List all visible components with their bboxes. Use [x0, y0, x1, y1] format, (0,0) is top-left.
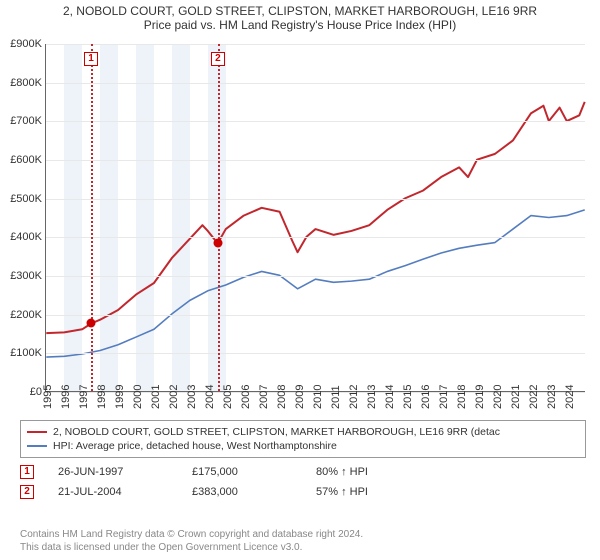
x-axis-label: 2012 — [348, 385, 360, 409]
sale-point-id: 2 — [20, 485, 34, 499]
gridline-h — [46, 276, 585, 277]
x-axis-label: 2015 — [402, 385, 414, 409]
x-axis-label: 2016 — [420, 385, 432, 409]
y-axis-label: £700K — [10, 115, 42, 127]
marker-line — [91, 44, 93, 391]
footnote-line: Contains HM Land Registry data © Crown c… — [20, 528, 586, 541]
x-axis-label: 2020 — [492, 385, 504, 409]
y-axis-label: £0 — [30, 386, 42, 398]
gridline-h — [46, 237, 585, 238]
marker-box: 1 — [84, 52, 98, 66]
x-axis-label: 2017 — [438, 385, 450, 409]
x-axis-label: 2011 — [330, 385, 342, 409]
legend-label: HPI: Average price, detached house, West… — [53, 440, 337, 452]
x-axis-label: 2005 — [222, 385, 234, 409]
x-axis-label: 2002 — [168, 385, 180, 409]
chart-container: 2, NOBOLD COURT, GOLD STREET, CLIPSTON, … — [0, 0, 600, 560]
gridline-h — [46, 199, 585, 200]
chart-title: 2, NOBOLD COURT, GOLD STREET, CLIPSTON, … — [0, 0, 600, 18]
x-axis-label: 2024 — [564, 385, 576, 409]
series-hpi — [46, 210, 584, 357]
x-axis-label: 2010 — [312, 385, 324, 409]
y-axis-label: £500K — [10, 193, 42, 205]
footnote-line: This data is licensed under the Open Gov… — [20, 541, 586, 554]
sale-point-vs-hpi: 80% ↑ HPI — [316, 466, 368, 478]
gridline-h — [46, 121, 585, 122]
marker-line — [218, 44, 220, 391]
x-axis-label: 1995 — [42, 385, 54, 409]
sale-points-table: 1 26-JUN-1997 £175,000 80% ↑ HPI 2 21-JUL-200… — [20, 462, 586, 502]
sale-point-date: 21-JUL-2004 — [58, 486, 168, 498]
x-axis-label: 2004 — [204, 385, 216, 409]
legend-row: 2, NOBOLD COURT, GOLD STREET, CLIPSTON, … — [27, 425, 579, 439]
x-axis-label: 2000 — [132, 385, 144, 409]
footnote: Contains HM Land Registry data © Crown c… — [20, 528, 586, 554]
x-axis-label: 1996 — [60, 385, 72, 409]
gridline-h — [46, 315, 585, 316]
gridline-h — [46, 353, 585, 354]
sale-point-vs-hpi: 57% ↑ HPI — [316, 486, 368, 498]
y-axis-label: £300K — [10, 270, 42, 282]
marker-dot — [213, 238, 222, 247]
sale-point-row: 2 21-JUL-2004 £383,000 57% ↑ HPI — [20, 482, 586, 502]
y-axis-label: £900K — [10, 38, 42, 50]
x-axis-label: 1998 — [96, 385, 108, 409]
x-axis-label: 2014 — [384, 385, 396, 409]
y-axis-label: £200K — [10, 309, 42, 321]
x-axis-label: 2019 — [474, 385, 486, 409]
x-axis-label: 2021 — [510, 385, 522, 409]
y-axis-label: £400K — [10, 231, 42, 243]
chart-subtitle: Price paid vs. HM Land Registry's House … — [0, 18, 600, 36]
x-axis-label: 2001 — [150, 385, 162, 409]
x-axis-label: 2007 — [258, 385, 270, 409]
legend-swatch — [27, 445, 47, 447]
gridline-h — [46, 83, 585, 84]
series-price_paid — [46, 102, 584, 333]
marker-box: 2 — [211, 52, 225, 66]
legend-swatch — [27, 431, 47, 433]
legend-label: 2, NOBOLD COURT, GOLD STREET, CLIPSTON, … — [53, 426, 500, 438]
x-axis-label: 2023 — [546, 385, 558, 409]
sale-point-date: 26-JUN-1997 — [58, 466, 168, 478]
legend-row: HPI: Average price, detached house, West… — [27, 439, 579, 453]
x-axis-label: 1997 — [78, 385, 90, 409]
x-axis-label: 2009 — [294, 385, 306, 409]
x-axis-label: 2006 — [240, 385, 252, 409]
sale-point-row: 1 26-JUN-1997 £175,000 80% ↑ HPI — [20, 462, 586, 482]
x-axis-label: 2008 — [276, 385, 288, 409]
y-axis-label: £100K — [10, 347, 42, 359]
x-axis-label: 2022 — [528, 385, 540, 409]
y-axis-label: £600K — [10, 154, 42, 166]
chart-plot-area: £0£100K£200K£300K£400K£500K£600K£700K£80… — [45, 44, 585, 392]
sale-point-id: 1 — [20, 465, 34, 479]
x-axis-label: 2003 — [186, 385, 198, 409]
x-axis-label: 1999 — [114, 385, 126, 409]
x-axis-label: 2018 — [456, 385, 468, 409]
sale-point-price: £175,000 — [192, 466, 292, 478]
gridline-h — [46, 44, 585, 45]
sale-point-price: £383,000 — [192, 486, 292, 498]
chart-lines-svg — [46, 44, 585, 391]
marker-dot — [87, 319, 96, 328]
y-axis-label: £800K — [10, 77, 42, 89]
gridline-h — [46, 160, 585, 161]
x-axis-label: 2013 — [366, 385, 378, 409]
legend: 2, NOBOLD COURT, GOLD STREET, CLIPSTON, … — [20, 420, 586, 458]
